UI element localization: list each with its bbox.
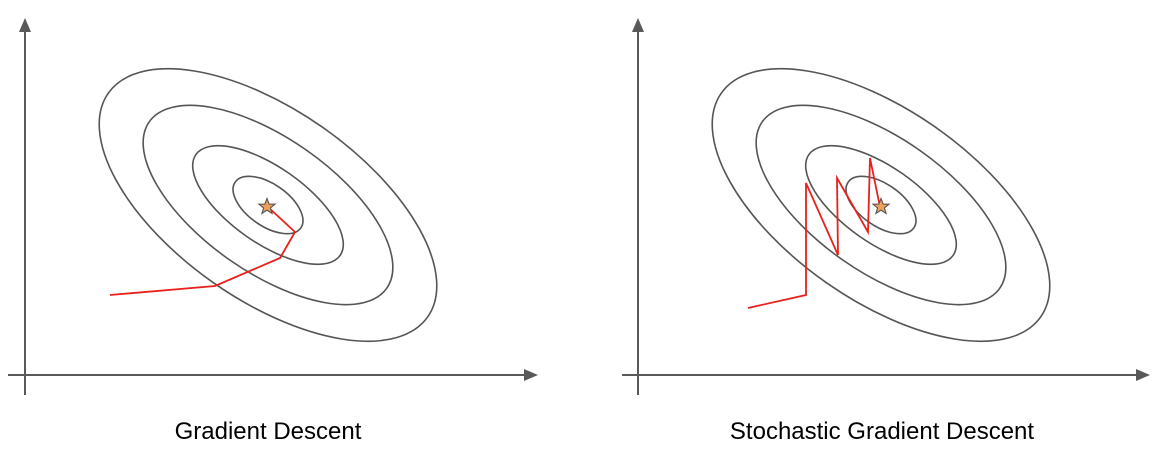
contour-ellipse: [232, 175, 304, 235]
contour-lines: [98, 67, 438, 343]
star-icon: [871, 196, 891, 215]
y-axis-arrow-icon: [19, 18, 31, 32]
x-axis-arrow-icon: [1136, 369, 1150, 381]
optimizer-path: [747, 157, 881, 309]
panel-gradient-descent: Gradient Descent: [8, 18, 538, 445]
contour-ellipse: [755, 104, 1007, 306]
panel-caption: Gradient Descent: [175, 418, 362, 445]
contour-ellipse: [142, 104, 394, 306]
x-axis-arrow-icon: [524, 369, 538, 381]
contour-ellipse: [711, 67, 1051, 343]
axes: [622, 18, 1150, 395]
axes: [8, 18, 538, 395]
contour-ellipse: [98, 67, 438, 343]
y-axis-arrow-icon: [632, 18, 644, 32]
optimizer-path: [109, 206, 297, 296]
panel-caption: Stochastic Gradient Descent: [730, 418, 1034, 445]
star-icon: [257, 196, 277, 215]
panel-stochastic-gradient-descent: Stochastic Gradient Descent: [622, 18, 1150, 445]
